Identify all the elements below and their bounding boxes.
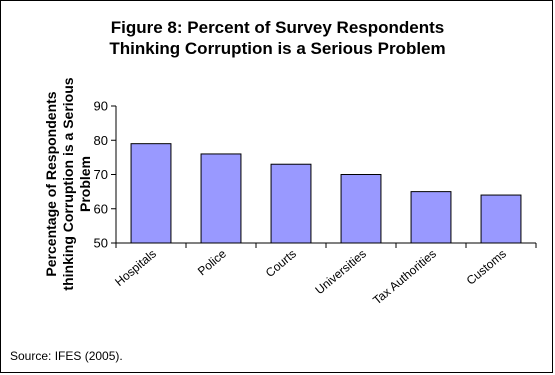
- y-tick-label-2: 70: [94, 167, 108, 182]
- x-tick-label-customs: Customs: [464, 247, 509, 288]
- y-tick-label-3: 80: [94, 133, 108, 148]
- x-tick-label-courts: Courts: [263, 247, 299, 280]
- x-tick-label-police: Police: [195, 246, 229, 278]
- x-tick-label-universities: Universities: [312, 247, 369, 298]
- bar-police: [200, 153, 242, 244]
- y-tick-label-4: 90: [94, 99, 108, 114]
- bar-tax-authorities: [410, 191, 452, 244]
- x-tick-label-hospitals: Hospitals: [112, 247, 159, 289]
- y-tick-label-0: 50: [94, 236, 108, 251]
- y-tick-label-1: 60: [94, 201, 108, 216]
- bar-courts: [270, 163, 312, 244]
- chart-title-line-2: Thinking Corruption is a Serious Problem: [109, 39, 446, 58]
- chart-title: Figure 8: Percent of Survey Respondents …: [0, 17, 555, 59]
- source-note: Source: IFES (2005).: [10, 349, 123, 363]
- bar-universities: [340, 174, 382, 244]
- chart-title-line-1: Figure 8: Percent of Survey Respondents: [110, 18, 445, 37]
- bar-customs: [480, 194, 522, 244]
- x-tick-label-tax-authorities: Tax Authorities: [370, 247, 439, 308]
- bar-hospitals: [130, 143, 172, 244]
